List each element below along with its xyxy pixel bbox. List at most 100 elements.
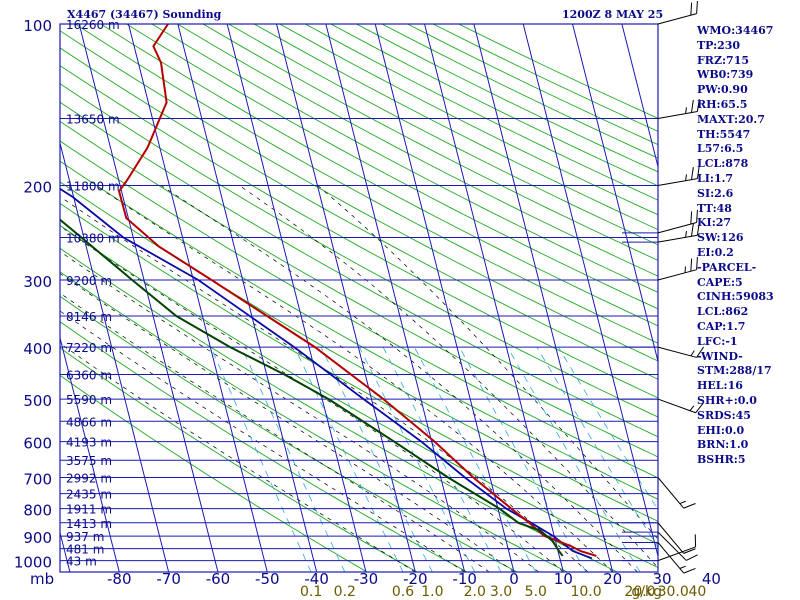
height-label: 5590 m [66, 393, 112, 407]
isotherm-line [424, 24, 564, 572]
isotherm-line [177, 24, 318, 572]
mixing-ratio-line [558, 346, 658, 511]
dry-adiabat [60, 295, 518, 572]
index-line: SW:126 [697, 231, 744, 245]
dewpoint-profile [60, 218, 564, 557]
height-label: 481 m [66, 543, 104, 557]
wind-barb-flag [690, 211, 693, 225]
temperature-tick-label: -20 [403, 570, 428, 588]
moist-adiabat [60, 310, 465, 572]
pressure-tick-label: 100 [23, 17, 52, 35]
index-line: MAXT:20.7 [697, 112, 765, 126]
mixing-ratio-line [459, 346, 587, 572]
moist-adiabat [60, 251, 539, 572]
mixing-ratio-label: 0.6 [392, 584, 414, 600]
moist-adiabat [60, 342, 416, 572]
index-line: TT:48 [697, 201, 732, 215]
height-label: 4866 m [66, 415, 112, 429]
index-line: FRZ:715 [697, 53, 750, 67]
height-label: 6360 m [66, 369, 112, 383]
dry-adiabat [60, 271, 568, 572]
wind-barb-flag [690, 2, 693, 16]
moist-adiabat [60, 273, 515, 572]
mixing-ratio-line [382, 346, 502, 572]
isotherm-line [473, 24, 614, 572]
wind-barb-flag [696, 222, 700, 236]
dry-adiabat [177, 24, 658, 277]
height-label: 11800 m [66, 180, 120, 194]
plot-area [0, 24, 658, 572]
mixing-ratio-line [294, 346, 404, 572]
isotherm-line [0, 24, 21, 572]
wind-barb [657, 209, 698, 234]
dry-adiabat [126, 24, 658, 310]
wind-barb-flag [690, 258, 693, 272]
temperature-tick-label: -60 [206, 570, 231, 588]
height-label: 1413 m [66, 517, 112, 531]
height-label: 7220 m [66, 341, 112, 355]
wind-barb-flag [690, 100, 694, 113]
wind-barb-staff [657, 13, 697, 25]
index-line: CAP:1.7 [697, 319, 746, 333]
mixing-ratio-line [320, 346, 433, 572]
wind-barb-half-flag [685, 107, 687, 114]
height-label: 13650 m [66, 112, 120, 126]
wind-barb-flag [695, 402, 704, 414]
wind-barb-staff [657, 234, 698, 243]
wind-barb-flag [696, 166, 700, 179]
wind-barb [657, 257, 698, 281]
index-line: RH:65.5 [697, 97, 748, 111]
dry-adiabat [60, 30, 658, 362]
wind-barb-flag [683, 567, 696, 574]
mixing-ratio-label: 5.0 [525, 584, 547, 600]
pressure-tick-label: 700 [23, 471, 52, 489]
height-label: 43 m [66, 555, 97, 569]
wind-barb [657, 477, 696, 509]
isotherm-line [572, 24, 658, 364]
wind-barb-staff [657, 346, 697, 358]
isotherm-line [276, 24, 416, 572]
mixing-ratio-label: 1.0 [421, 584, 443, 600]
wind-barb-flag [686, 554, 698, 561]
dry-adiabat [60, 140, 658, 479]
moist-adiabat [160, 185, 638, 572]
pressure-tick-label: 300 [23, 273, 52, 291]
dry-adiabat [60, 374, 368, 572]
isotherm-line [128, 24, 268, 572]
temperature-tick-label: 40 [702, 570, 721, 588]
index-line: TP:230 [697, 38, 741, 52]
temperature-tick-label: -70 [156, 570, 181, 588]
dry-adiabat [60, 120, 658, 458]
mixing-ratio-label: 40 [688, 584, 706, 600]
wind-barb-flag [690, 167, 694, 180]
index-line: SI:2.6 [697, 186, 734, 200]
temperature-tick-label: -40 [304, 570, 329, 588]
dry-adiabat [60, 202, 658, 545]
dry-adiabat [60, 83, 658, 418]
mixing-ratio-label: 10.0 [570, 584, 601, 600]
height-label: 2435 m [66, 488, 112, 502]
temperature-tick-label: 20 [603, 570, 622, 588]
moist-adiabat [60, 225, 564, 572]
pressure-tick-label: 200 [23, 179, 52, 197]
pressure-tick-label: 900 [23, 529, 52, 547]
index-line: CAPE:5 [697, 275, 743, 289]
height-label: 1911 m [66, 503, 112, 517]
wind-barb [657, 346, 705, 358]
moist-adiabat [317, 185, 658, 540]
temperature-tick-label: -80 [107, 570, 132, 588]
index-line: BRN:1.0 [697, 438, 749, 452]
wind-barb-half-flag [679, 500, 686, 505]
wind-barb-staff [657, 531, 687, 561]
mixing-ratio-line [359, 346, 476, 572]
temperature-profile [118, 24, 597, 557]
wind-barb-flag [683, 503, 696, 509]
isotherm-line [374, 24, 515, 572]
index-line: EHI:0.0 [697, 423, 745, 437]
index-line: PW:0.90 [697, 83, 748, 97]
index-line: CINH:59083 [697, 290, 774, 304]
mixing-ratio-label: 20.0 [624, 584, 655, 600]
wind-barb-flag [696, 0, 698, 14]
index-line: WMO:34467 [697, 24, 774, 37]
